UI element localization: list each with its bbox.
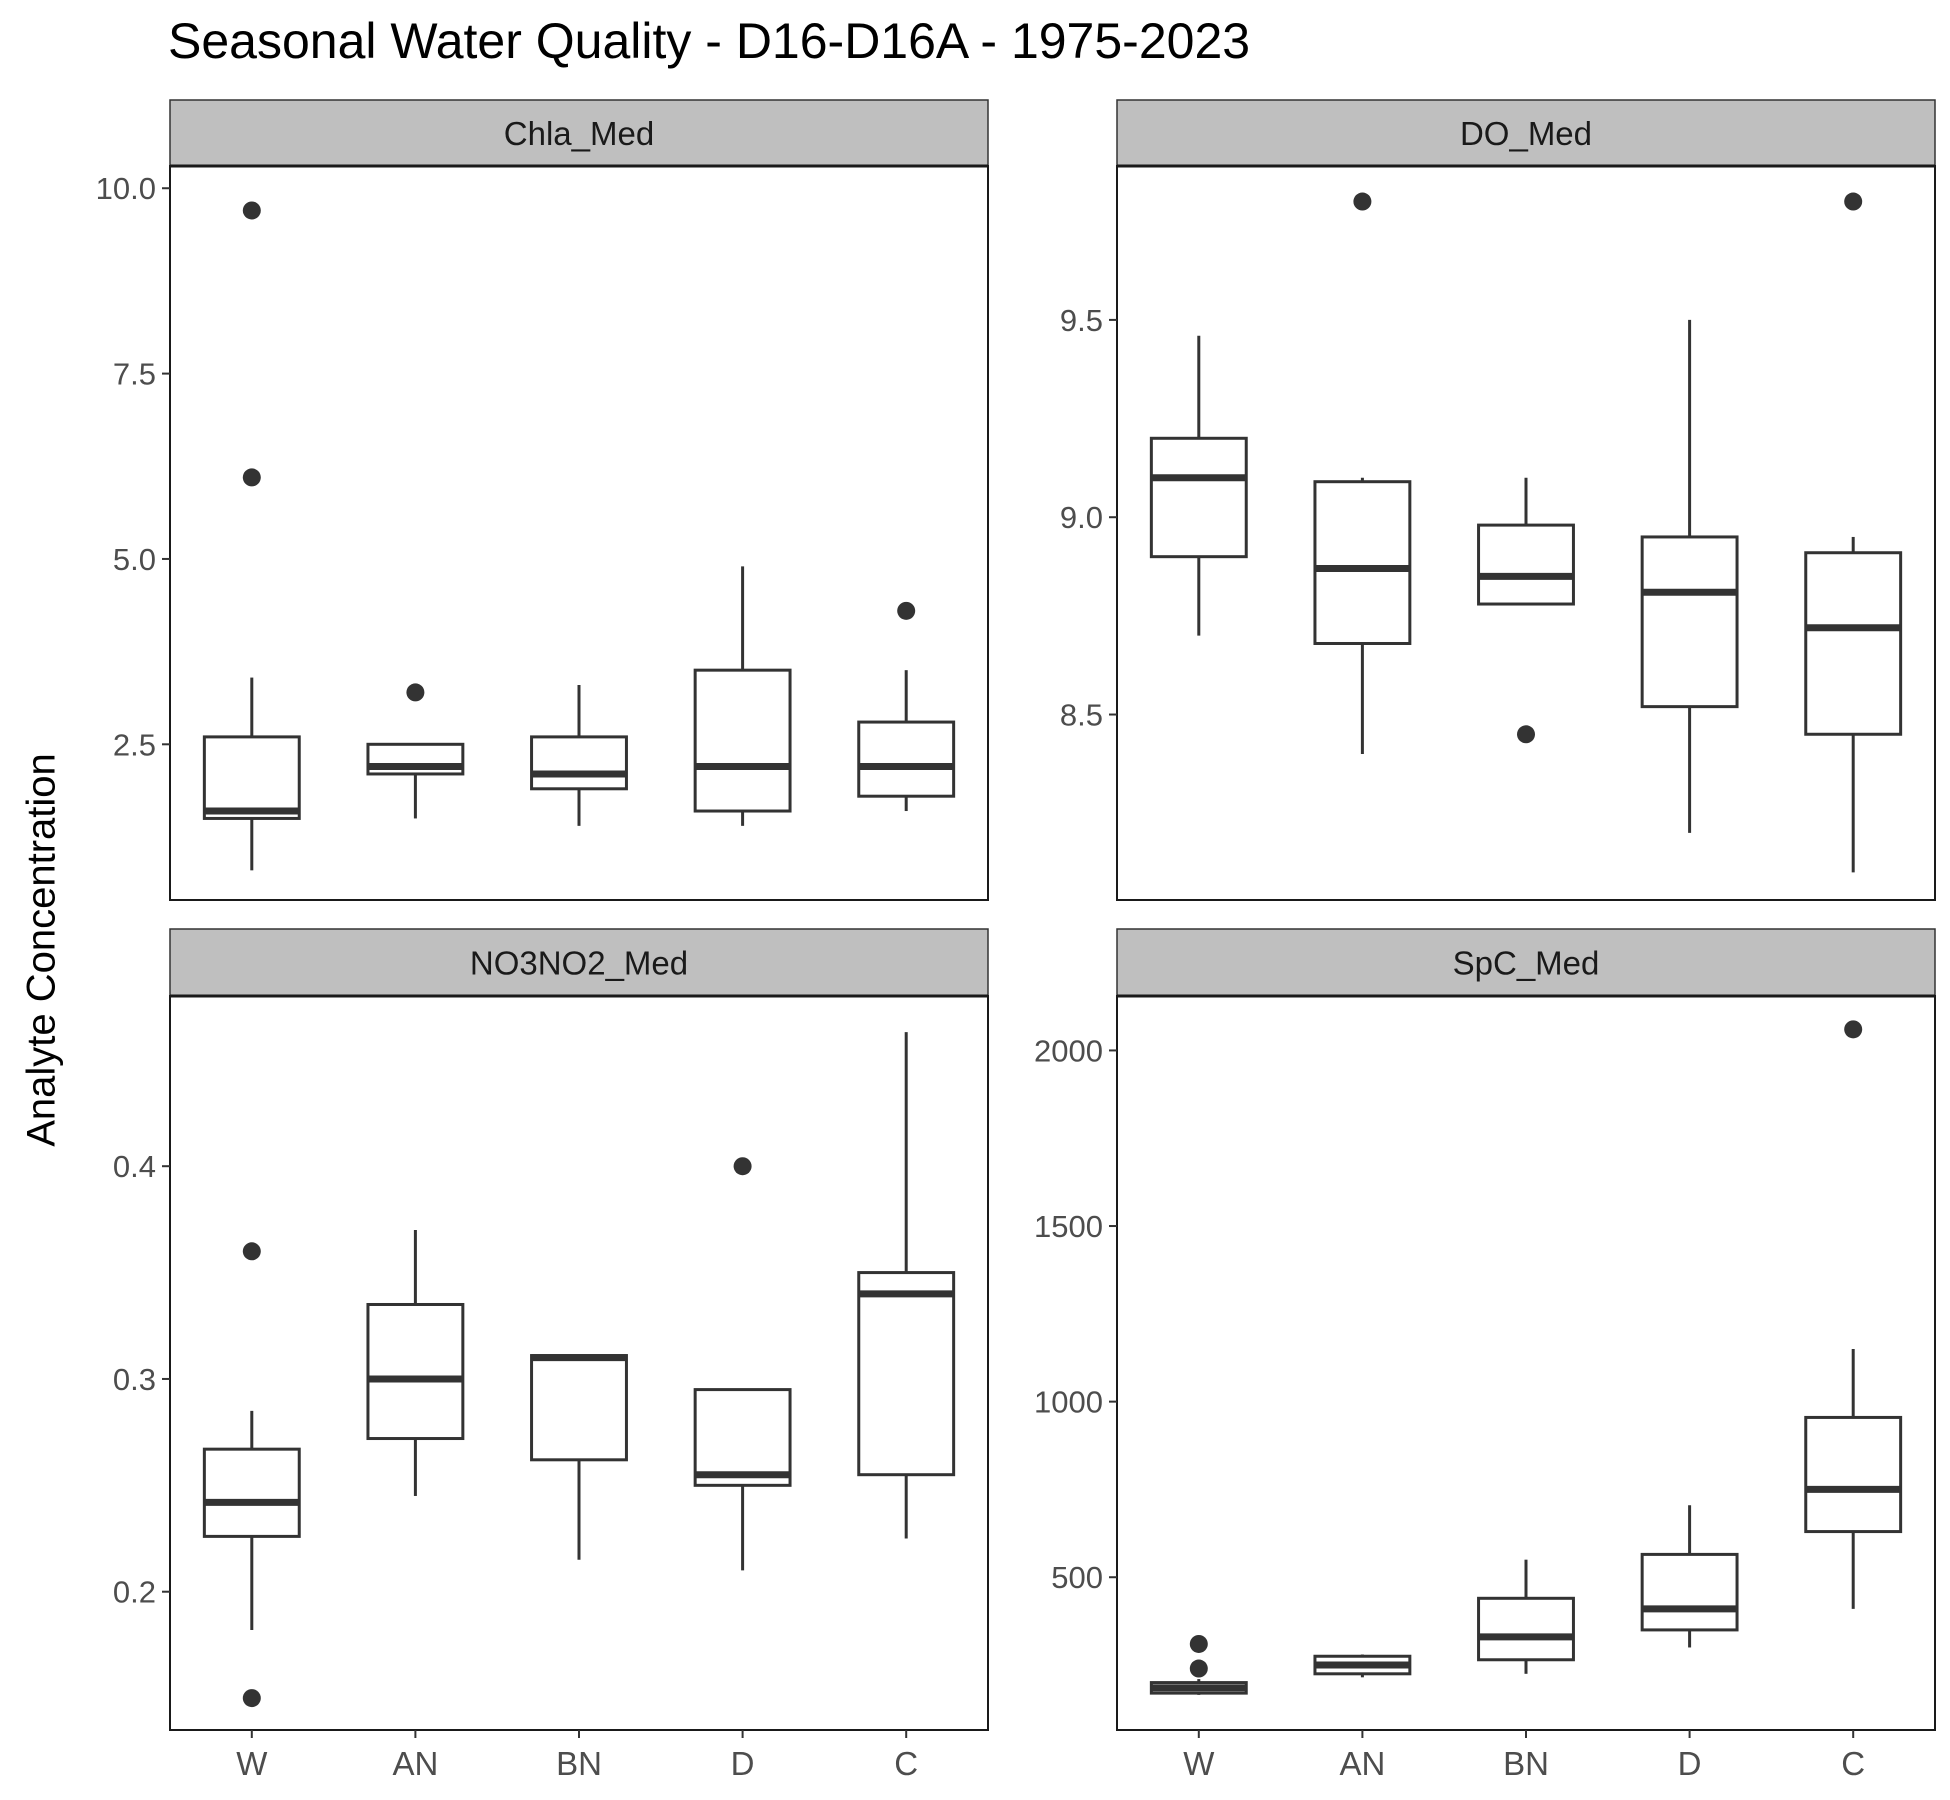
iqr-box [1477, 523, 1575, 606]
y-tick-label: 0.4 [113, 1149, 156, 1184]
y-tick-label: 7.5 [113, 357, 156, 392]
facet-panel-no3no2-med: NO3NO2_Med 0.2 0.3 0.4 W AN BN D C [113, 928, 989, 1782]
facet-strip-label: Chla_Med [504, 115, 654, 152]
facet-strip [1116, 928, 1936, 997]
iqr-box [1640, 1552, 1739, 1632]
facet-panel-chla-med: Chla_Med 2.5 5.0 7.5 10.0 [96, 99, 989, 901]
iqr-box [1804, 551, 1903, 736]
y-tick-label: 1500 [1034, 1209, 1103, 1244]
outlier-point [1844, 1020, 1863, 1039]
iqr-box [857, 1271, 956, 1477]
box-bn [1477, 1559, 1575, 1674]
outlier-point [1189, 1634, 1208, 1653]
outlier-point [242, 1242, 261, 1261]
box-an [366, 683, 465, 819]
y-tick-label: 2000 [1034, 1033, 1103, 1068]
box-c [857, 1032, 956, 1539]
box-bn [530, 1354, 628, 1560]
box-d [1640, 319, 1739, 833]
y-tick-label: 2.5 [113, 727, 156, 762]
x-tick-label-an: AN [392, 1745, 438, 1782]
x-tick-label-w: W [1183, 1745, 1215, 1782]
y-tick-label: 0.3 [113, 1362, 156, 1397]
y-tick-label: 5.0 [113, 542, 156, 577]
box-w [1149, 335, 1248, 636]
iqr-box [202, 735, 301, 820]
x-tick-label-c: C [1841, 1745, 1865, 1782]
outlier-point [242, 1689, 261, 1708]
iqr-box [1640, 535, 1739, 709]
iqr-box [857, 720, 956, 798]
facet-strip [1116, 99, 1936, 167]
y-tick-label: 10.0 [96, 171, 156, 206]
iqr-box [693, 1388, 792, 1487]
iqr-box [1313, 480, 1412, 645]
facet-panel-do-med: DO_Med 8.5 9.0 9.5 [1060, 99, 1936, 901]
x-tick-label-bn: BN [556, 1745, 602, 1782]
facet-strip-label: DO_Med [1460, 115, 1592, 152]
box-bn [1477, 477, 1575, 744]
box-an [1313, 192, 1412, 754]
outlier-point [1353, 192, 1372, 211]
x-tick-label-an: AN [1339, 1745, 1385, 1782]
outlier-point [242, 201, 261, 220]
x-tick-label-d: D [1678, 1745, 1702, 1782]
iqr-box [1149, 436, 1248, 559]
facet-strip [169, 928, 989, 997]
outlier-point [897, 601, 916, 620]
outlier-point [733, 1157, 752, 1176]
x-tick-label-bn: BN [1503, 1745, 1549, 1782]
box-c [1804, 1020, 1903, 1609]
iqr-box [202, 1447, 301, 1538]
box-bn [530, 684, 628, 826]
facet-strip-label: SpC_Med [1453, 945, 1600, 982]
iqr-box [530, 735, 628, 791]
x-tick-label-d: D [731, 1745, 755, 1782]
facet-panel-spc-med: SpC_Med 500 1000 1500 2000 W AN BN D C [1034, 928, 1936, 1782]
outlier-point [242, 468, 261, 487]
box-d [693, 566, 792, 826]
outlier-point [406, 683, 425, 702]
iqr-box [693, 668, 792, 813]
outlier-point [1844, 192, 1863, 211]
box-c [857, 601, 956, 812]
box-an [1313, 1654, 1412, 1678]
outlier-point [1517, 725, 1535, 744]
box-c [1804, 192, 1903, 873]
y-tick-label: 9.0 [1060, 500, 1103, 535]
iqr-box [1477, 1596, 1575, 1662]
outlier-point [1189, 1659, 1208, 1678]
box-an [366, 1230, 465, 1496]
box-d [693, 1157, 792, 1571]
box-w [202, 1242, 301, 1708]
y-tick-label: 1000 [1034, 1385, 1103, 1420]
y-tick-label: 500 [1051, 1560, 1103, 1595]
chart-title: Seasonal Water Quality - D16-D16A - 1975… [168, 13, 1251, 69]
y-tick-label: 8.5 [1060, 698, 1103, 733]
facet-strip-label: NO3NO2_Med [470, 945, 688, 982]
box-d [1640, 1505, 1739, 1648]
box-w [1149, 1634, 1248, 1695]
box-w [202, 201, 301, 871]
x-tick-label-c: C [894, 1745, 918, 1782]
iqr-box [366, 1302, 465, 1441]
y-tick-label: 0.2 [113, 1575, 156, 1610]
iqr-box [530, 1354, 628, 1462]
iqr-box [1804, 1415, 1903, 1534]
x-tick-label-w: W [236, 1745, 268, 1782]
facet-strip [169, 99, 989, 167]
y-tick-label: 9.5 [1060, 303, 1103, 338]
